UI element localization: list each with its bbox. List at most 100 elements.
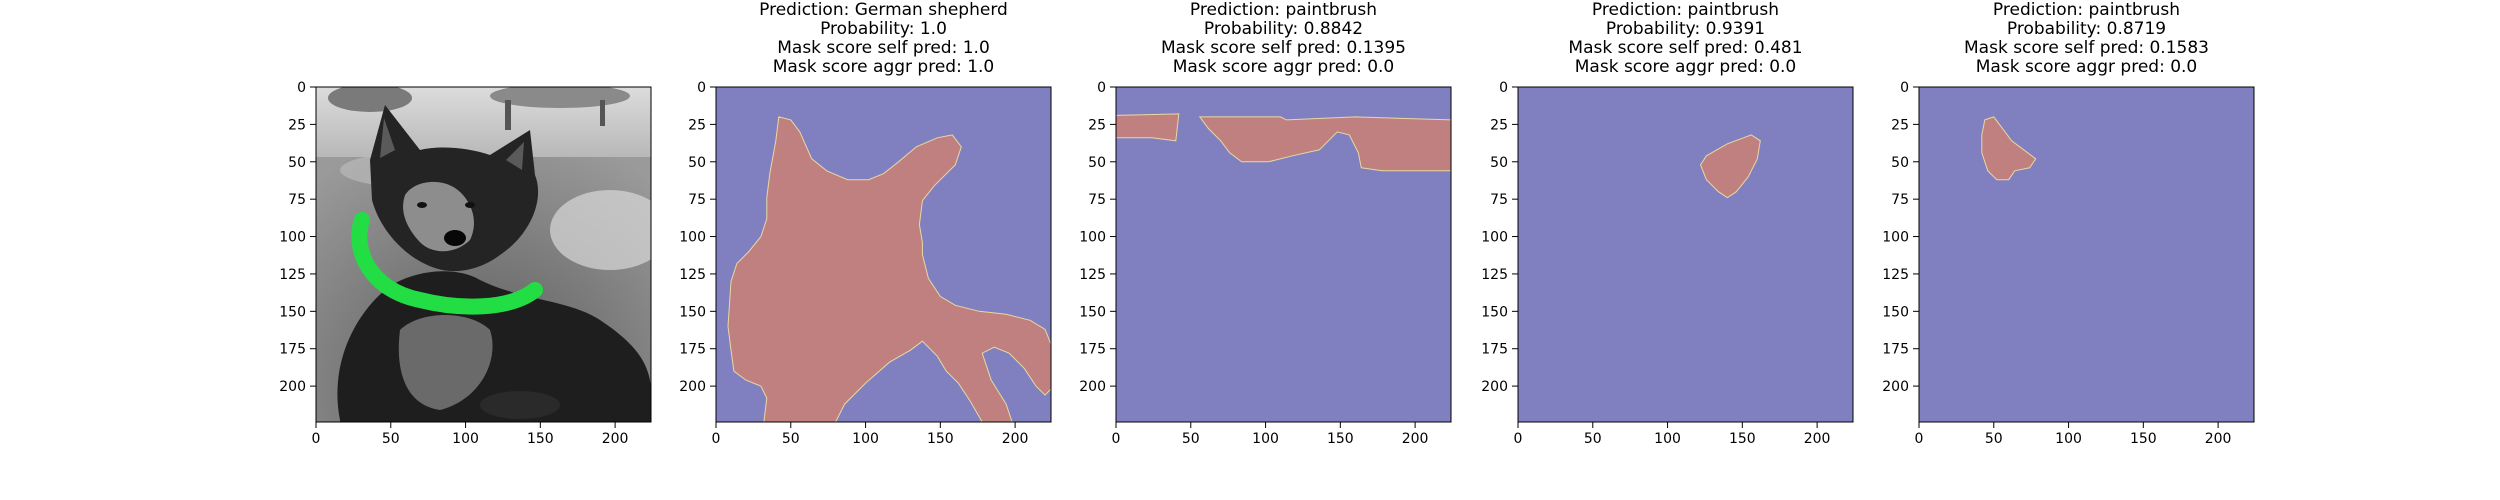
x-tick-label: 100 <box>1252 431 1279 447</box>
y-tick-label: 175 <box>1882 342 1909 358</box>
axes-frame-3 <box>1517 86 1854 423</box>
x-tick-label: 50 <box>782 431 800 447</box>
y-tick-label: 150 <box>1882 304 1909 320</box>
x-tick-label: 50 <box>1584 431 1602 447</box>
mask-region-2-0 <box>1115 113 1180 142</box>
y-tick-label: 50 <box>1891 155 1909 171</box>
y-tick-label: 25 <box>288 117 306 133</box>
y-tick-label: 50 <box>688 155 706 171</box>
y-tick-label: 25 <box>1088 117 1106 133</box>
mask-region-1-0 <box>727 116 1052 423</box>
y-tick-label: 100 <box>1882 230 1909 246</box>
y-tick-label: 200 <box>1079 379 1106 395</box>
panel-title-line: Mask score self pred: 0.1395 <box>1161 38 1406 58</box>
x-tick-label: 0 <box>1514 431 1523 447</box>
x-tick-label: 0 <box>312 431 321 447</box>
mask-panel-3 <box>1518 87 1853 422</box>
y-tick-label: 150 <box>279 304 306 320</box>
mask-background-3 <box>1518 87 1853 422</box>
axes-layer: 0 50 100 150 200 0 25 50 75 100 125 150 175 200 0 50 100… <box>279 0 2255 447</box>
panel-title-line: Prediction: German shepherd <box>759 0 1008 20</box>
y-tick-label: 100 <box>1481 230 1508 246</box>
collar-mark <box>351 212 543 315</box>
y-tick-label: 125 <box>1481 267 1508 283</box>
x-tick-label: 200 <box>2205 431 2232 447</box>
y-tick-label: 25 <box>1490 117 1508 133</box>
mask-panel-2 <box>1115 87 1452 422</box>
x-tick-label: 150 <box>527 431 554 447</box>
x-tick-label: 150 <box>1729 431 1756 447</box>
x-tick-label: 0 <box>1915 431 1924 447</box>
y-tick-label: 125 <box>1882 267 1909 283</box>
input-image-panel <box>316 87 651 422</box>
y-tick-label: 50 <box>1088 155 1106 171</box>
axes-frame-2 <box>1115 86 1452 423</box>
y-tick-label: 0 <box>1097 80 1106 96</box>
panel-title-line: Prediction: paintbrush <box>1190 0 1377 20</box>
y-tick-label: 100 <box>1079 230 1106 246</box>
x-tick-label: 100 <box>852 431 879 447</box>
x-tick-label: 150 <box>927 431 954 447</box>
x-tick-label: 50 <box>382 431 400 447</box>
x-tick-label: 200 <box>1804 431 1831 447</box>
y-tick-label: 0 <box>1900 80 1909 96</box>
axes-frame-4 <box>1918 86 2255 423</box>
y-tick-label: 175 <box>679 342 706 358</box>
x-tick-label: 0 <box>1112 431 1121 447</box>
y-tick-label: 125 <box>679 267 706 283</box>
mask-region-4-0 <box>1981 116 2037 181</box>
panel-title-line: Probability: 0.8842 <box>1204 19 1363 39</box>
panel-title-line: Prediction: paintbrush <box>1993 0 2180 20</box>
y-tick-label: 0 <box>1499 80 1508 96</box>
panel-title-line: Mask score aggr pred: 0.0 <box>1575 57 1797 77</box>
y-tick-label: 175 <box>1079 342 1106 358</box>
x-tick-label: 200 <box>1402 431 1429 447</box>
y-tick-label: 200 <box>1882 379 1909 395</box>
y-tick-label: 25 <box>1891 117 1909 133</box>
x-tick-label: 100 <box>1654 431 1681 447</box>
y-tick-label: 75 <box>1891 192 1909 208</box>
y-tick-label: 125 <box>279 267 306 283</box>
x-tick-label: 50 <box>1985 431 2003 447</box>
y-tick-label: 175 <box>279 342 306 358</box>
y-tick-label: 75 <box>1490 192 1508 208</box>
x-tick-label: 100 <box>452 431 479 447</box>
y-tick-label: 150 <box>1481 304 1508 320</box>
y-tick-label: 200 <box>1481 379 1508 395</box>
y-tick-label: 100 <box>679 230 706 246</box>
mask-panel-4 <box>1919 87 2254 422</box>
mask-region-3-0 <box>1699 134 1761 199</box>
x-tick-label: 0 <box>712 431 721 447</box>
y-tick-label: 25 <box>688 117 706 133</box>
panel-title-line: Probability: 0.9391 <box>1606 19 1765 39</box>
y-tick-label: 200 <box>679 379 706 395</box>
panel-title-line: Prediction: paintbrush <box>1592 0 1779 20</box>
panel-title-line: Mask score aggr pred: 0.0 <box>1173 57 1395 77</box>
y-tick-label: 100 <box>279 230 306 246</box>
x-tick-label: 50 <box>1182 431 1200 447</box>
panel-title-line: Mask score self pred: 0.481 <box>1568 38 1802 58</box>
y-tick-label: 0 <box>297 80 306 96</box>
panel-title-line: Mask score aggr pred: 0.0 <box>1976 57 2198 77</box>
mask-region-2-1 <box>1198 116 1452 172</box>
x-tick-label: 200 <box>602 431 629 447</box>
panel-title-line: Probability: 1.0 <box>820 19 947 39</box>
x-tick-label: 150 <box>2130 431 2157 447</box>
axes-frame-0 <box>315 86 652 423</box>
x-tick-label: 150 <box>1327 431 1354 447</box>
y-tick-label: 0 <box>697 80 706 96</box>
y-tick-label: 50 <box>288 155 306 171</box>
mask-background-4 <box>1919 87 2254 422</box>
y-tick-label: 75 <box>688 192 706 208</box>
y-tick-label: 150 <box>1079 304 1106 320</box>
y-tick-label: 75 <box>288 192 306 208</box>
x-tick-label: 100 <box>2055 431 2082 447</box>
mask-panel-1 <box>716 87 1052 423</box>
y-tick-label: 175 <box>1481 342 1508 358</box>
panel-title-line: Mask score self pred: 1.0 <box>777 38 990 58</box>
y-tick-label: 75 <box>1088 192 1106 208</box>
panel-title-line: Mask score self pred: 0.1583 <box>1964 38 2209 58</box>
dog-photo <box>316 87 651 422</box>
panel-title-line: Probability: 0.8719 <box>2007 19 2166 39</box>
